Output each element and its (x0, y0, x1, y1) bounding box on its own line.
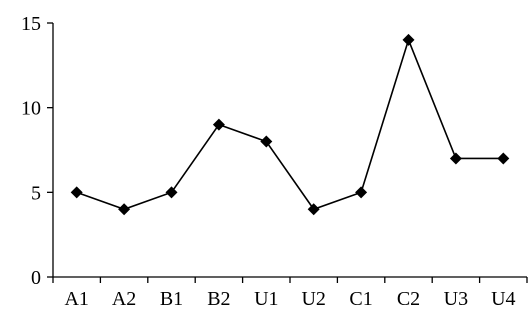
x-tick-label: A1 (64, 288, 88, 310)
data-point-marker (307, 203, 320, 216)
data-point-marker (260, 135, 273, 148)
x-tick-label: U4 (491, 288, 515, 310)
series-line (76, 37, 504, 211)
data-point-marker (70, 186, 83, 199)
x-tick-label: U3 (444, 288, 468, 310)
data-point-marker (497, 152, 510, 165)
y-tick-label: 10 (21, 98, 41, 120)
data-point-marker (212, 118, 225, 131)
x-tick-label: B2 (207, 288, 230, 310)
data-point-marker (449, 152, 462, 165)
y-tick-label: 0 (31, 267, 41, 289)
x-tick-label: U1 (254, 288, 278, 310)
data-point-marker (165, 186, 178, 199)
data-point-marker (402, 33, 415, 46)
y-tick-label: 5 (31, 182, 41, 204)
data-point-marker (118, 203, 131, 216)
x-tick-label: A2 (112, 288, 136, 310)
x-tick-label: U2 (301, 288, 325, 310)
data-point-marker (355, 186, 368, 199)
x-tick-label: C1 (349, 288, 372, 310)
series-layer (70, 33, 510, 216)
y-axis-ticks: 0 5 10 15 (21, 13, 53, 289)
x-tick-label: C2 (397, 288, 420, 310)
y-tick-label: 15 (21, 13, 41, 35)
x-tick-label: B1 (160, 288, 183, 310)
x-axis-ticks: A1 A2 B1 B2 U1 U2 C1 C2 U3 U4 (52, 277, 528, 310)
